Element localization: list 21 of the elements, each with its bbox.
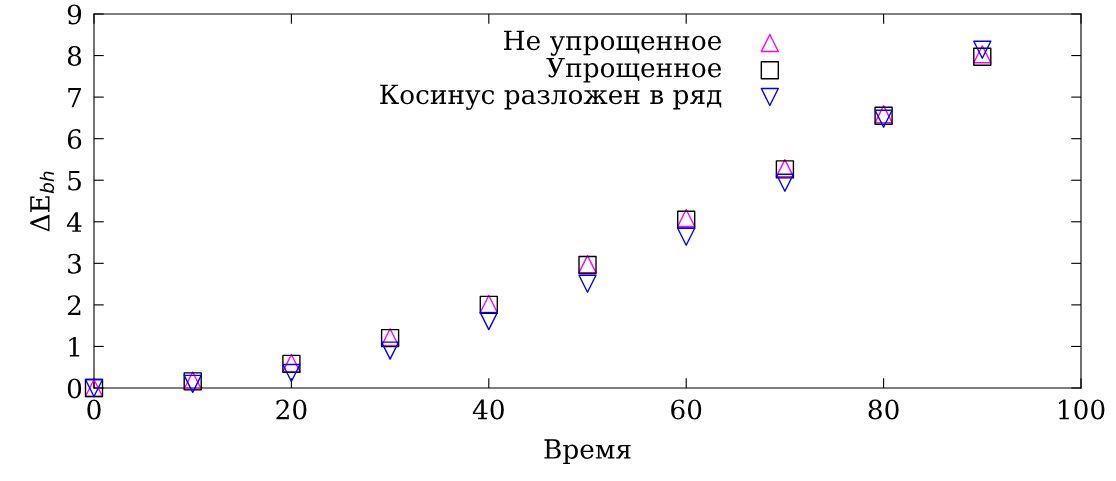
x-tick-label: 20 (276, 399, 307, 420)
y-axis-title: ΔE$_{bh}$ (30, 171, 55, 232)
y-tick-label: 0 (67, 378, 82, 399)
y-tick-label: 9 (67, 4, 82, 25)
y-tick-label: 3 (68, 253, 81, 274)
x-axis-title: Время (544, 439, 631, 465)
y-tick-label: 1 (69, 336, 80, 357)
x-tick-label: 40 (472, 399, 504, 420)
legend-label: Не упрощенное (504, 30, 721, 56)
y-tick-label: 2 (67, 295, 81, 315)
y-tick-label: 5 (68, 171, 81, 191)
legend-label: Упрощенное (546, 57, 722, 83)
y-tick-label: 4 (66, 212, 82, 232)
x-tick-label: 80 (868, 399, 899, 420)
x-tick-label: 100 (1059, 399, 1105, 420)
y-tick-label: 6 (67, 129, 82, 150)
x-tick-label: 0 (87, 399, 101, 420)
y-tick-label: 7 (68, 87, 81, 108)
legend-label: Косинус разложен в ряд (380, 84, 722, 110)
y-tick-label: 8 (67, 46, 82, 66)
x-tick-label: 60 (671, 399, 702, 420)
